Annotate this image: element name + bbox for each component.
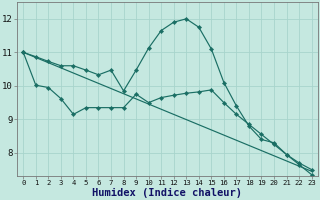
X-axis label: Humidex (Indice chaleur): Humidex (Indice chaleur)	[92, 188, 243, 198]
